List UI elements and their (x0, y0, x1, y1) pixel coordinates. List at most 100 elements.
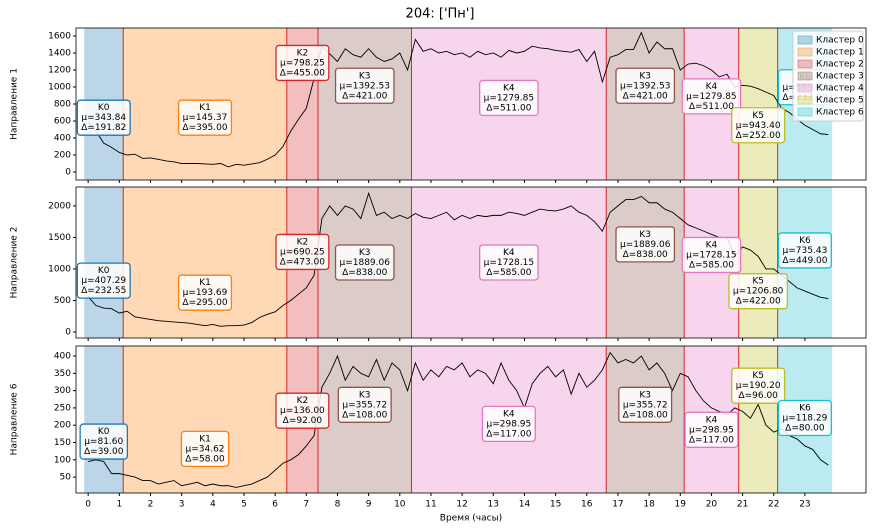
annotation: K4μ=1279.85Δ=511.00 (479, 79, 539, 117)
annotation-box (615, 226, 676, 263)
annotation: K6μ=118.29Δ=80.00 (777, 399, 832, 437)
annotation-text: K1 (199, 103, 211, 113)
annotation-text: μ=690.25 (280, 247, 325, 257)
y-axis-label: Направление 6 (10, 383, 20, 455)
annotation: K4μ=298.95Δ=117.00 (684, 411, 739, 448)
annotation-text: Δ=108.00 (623, 410, 668, 420)
annotation-text: K3 (359, 390, 371, 400)
x-tick-label: 8 (335, 500, 341, 510)
y-axis-label: Направление 1 (10, 68, 20, 140)
annotation-box (337, 386, 392, 423)
annotation-text: μ=190.20 (736, 381, 781, 391)
x-tick-label: 20 (706, 500, 718, 510)
annotation-box (777, 399, 832, 437)
annotation-text: Δ=39.00 (84, 447, 124, 457)
y-tick-label: 200 (54, 421, 71, 431)
x-tick-label: 1 (116, 500, 122, 510)
x-tick-label: 14 (519, 500, 531, 510)
annotation-text: μ=34.62 (185, 444, 224, 454)
y-tick-label: 150 (54, 438, 71, 448)
annotation-text: Δ=58.00 (185, 454, 225, 464)
annotation-text: μ=798.25 (280, 58, 325, 68)
annotation-text: Δ=395.00 (182, 123, 227, 133)
annotation: K3μ=355.72Δ=108.00 (337, 386, 392, 423)
annotation-box (728, 273, 789, 310)
y-tick-label: 800 (54, 100, 71, 110)
annotation-text: μ=1206.80 (733, 287, 784, 297)
annotation-text: K1 (199, 434, 211, 444)
x-tick-label: 10 (394, 500, 406, 510)
annotation-text: μ=145.37 (183, 113, 228, 123)
annotation-box (180, 430, 230, 468)
legend-swatch (797, 47, 813, 57)
annotation-box (275, 392, 330, 429)
y-tick-label: 400 (54, 352, 71, 362)
annotation: K4μ=1279.85Δ=511.00 (681, 78, 742, 115)
annotation: K3μ=355.72Δ=108.00 (618, 386, 673, 423)
annotation-text: Δ=421.00 (623, 91, 668, 101)
annotation-text: Δ=422.00 (736, 297, 781, 307)
annotation-text: Δ=585.00 (486, 268, 531, 278)
annotation-text: K4 (503, 83, 515, 93)
y-tick-label: 600 (54, 117, 71, 127)
annotation: K3μ=1392.53Δ=421.00 (615, 67, 676, 104)
y-tick-label: 1400 (48, 48, 71, 58)
annotation-text: μ=1279.85 (686, 92, 736, 102)
annotation-text: Δ=511.00 (486, 103, 531, 113)
annotation-text: K6 (799, 404, 811, 414)
annotation-text: μ=298.95 (486, 419, 531, 429)
annotation-text: Δ=252.00 (736, 131, 781, 141)
x-tick-label: 4 (210, 500, 216, 510)
legend-label: Кластер 1 (816, 48, 864, 58)
annotation-text: Δ=838.00 (342, 268, 387, 278)
annotation-box (615, 67, 676, 104)
y-tick-label: 200 (54, 151, 71, 161)
legend-swatch (797, 95, 813, 105)
y-tick-label: 0 (65, 168, 71, 178)
x-axis-label: Время (часы) (440, 514, 502, 524)
annotation-text: Δ=838.00 (623, 250, 668, 260)
annotation: K0μ=81.60Δ=39.00 (79, 423, 128, 460)
annotation-box (777, 232, 832, 269)
annotation: K6μ=735.43Δ=449.00 (777, 232, 832, 269)
annotation-text: K3 (639, 71, 651, 81)
x-tick-label: 15 (550, 500, 561, 510)
annotation-text: Δ=455.00 (280, 68, 325, 78)
x-tick-label: 2 (148, 500, 154, 510)
annotation-text: Δ=117.00 (486, 429, 531, 439)
annotation-text: K5 (752, 277, 764, 287)
y-tick-label: 50 (60, 473, 72, 483)
x-tick-label: 18 (643, 500, 655, 510)
y-tick-label: 1000 (48, 264, 71, 274)
annotation-box (731, 107, 786, 144)
y-tick-label: 350 (54, 369, 71, 379)
annotation-text: K4 (706, 415, 718, 425)
annotation: K3μ=1392.53Δ=421.00 (334, 67, 395, 104)
annotation: K0μ=343.84Δ=191.82 (76, 99, 131, 136)
annotation-box (681, 78, 742, 115)
annotation-text: μ=1392.53 (620, 81, 670, 91)
annotation-box (731, 367, 786, 404)
legend-label: Кластер 2 (816, 60, 864, 70)
axes-frame (75, 186, 867, 339)
annotation-text: Δ=473.00 (280, 257, 325, 267)
cluster-region (606, 28, 685, 180)
annotation-text: Δ=92.00 (283, 416, 323, 426)
legend-swatch (797, 107, 813, 117)
legend-label: Кластер 3 (816, 72, 864, 82)
annotation-text: K4 (503, 248, 515, 258)
annotation-text: K3 (359, 248, 371, 258)
annotation-box (76, 99, 131, 136)
annotation-text: μ=943.40 (736, 121, 781, 131)
annotation-text: μ=136.00 (280, 406, 325, 416)
annotation-text: μ=298.95 (689, 425, 734, 435)
series-line (88, 351, 829, 488)
y-tick-label: 250 (54, 403, 71, 413)
annotation-text: μ=407.29 (81, 276, 126, 286)
annotation-text: μ=1279.85 (484, 93, 534, 103)
annotation-text: μ=1392.53 (339, 81, 389, 91)
legend-label: Кластер 6 (816, 108, 864, 118)
annotation-text: Δ=108.00 (342, 410, 387, 420)
annotation-text: Δ=96.00 (738, 391, 778, 401)
annotation-text: Δ=80.00 (785, 424, 825, 434)
